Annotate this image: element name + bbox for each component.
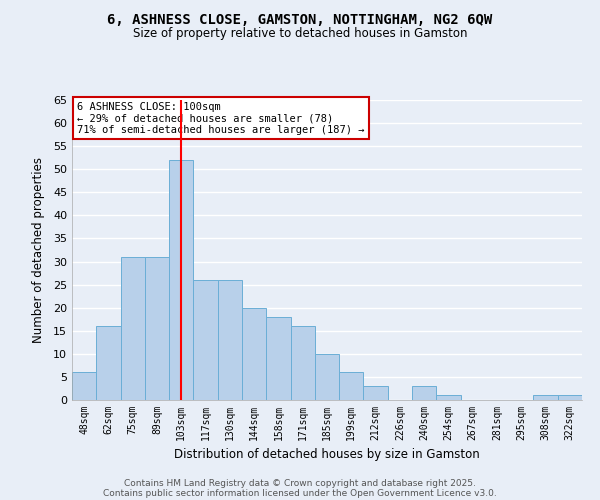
- Bar: [145, 257, 169, 400]
- Text: 6 ASHNESS CLOSE: 100sqm
← 29% of detached houses are smaller (78)
71% of semi-de: 6 ASHNESS CLOSE: 100sqm ← 29% of detache…: [77, 102, 365, 134]
- Bar: [364, 386, 388, 400]
- Bar: [242, 308, 266, 400]
- Bar: [290, 326, 315, 400]
- Text: Contains public sector information licensed under the Open Government Licence v3: Contains public sector information licen…: [103, 488, 497, 498]
- Bar: [533, 396, 558, 400]
- Bar: [436, 396, 461, 400]
- Y-axis label: Number of detached properties: Number of detached properties: [32, 157, 44, 343]
- Bar: [266, 317, 290, 400]
- Bar: [96, 326, 121, 400]
- Bar: [339, 372, 364, 400]
- Bar: [315, 354, 339, 400]
- Bar: [193, 280, 218, 400]
- Bar: [412, 386, 436, 400]
- Bar: [121, 257, 145, 400]
- X-axis label: Distribution of detached houses by size in Gamston: Distribution of detached houses by size …: [174, 448, 480, 462]
- Bar: [169, 160, 193, 400]
- Text: Size of property relative to detached houses in Gamston: Size of property relative to detached ho…: [133, 28, 467, 40]
- Bar: [558, 396, 582, 400]
- Text: 6, ASHNESS CLOSE, GAMSTON, NOTTINGHAM, NG2 6QW: 6, ASHNESS CLOSE, GAMSTON, NOTTINGHAM, N…: [107, 12, 493, 26]
- Bar: [72, 372, 96, 400]
- Bar: [218, 280, 242, 400]
- Text: Contains HM Land Registry data © Crown copyright and database right 2025.: Contains HM Land Registry data © Crown c…: [124, 478, 476, 488]
